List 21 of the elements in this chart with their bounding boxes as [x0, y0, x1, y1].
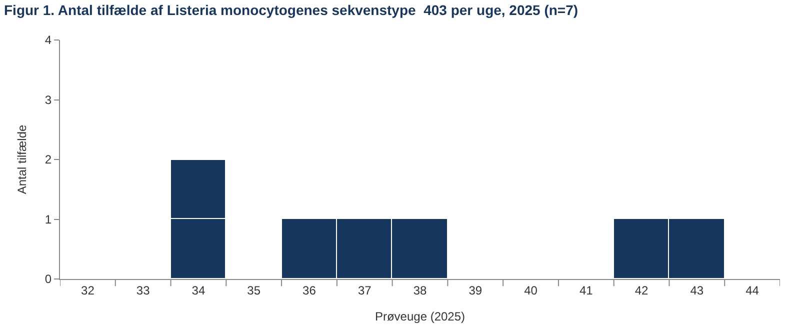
x-tick-label: 42: [634, 283, 649, 298]
x-tick-label: 43: [690, 283, 704, 298]
chart-title: Figur 1. Antal tilfælde af Listeria monocytogenes sekvenstype 403 per uge, 2025 (n=7): [4, 2, 578, 18]
y-tick-label: 1: [44, 212, 52, 226]
x-tick-label: 44: [746, 283, 760, 298]
y-tick-label: 0: [44, 272, 52, 286]
x-tick-label: 37: [358, 283, 372, 298]
x-tick-label: 38: [413, 283, 427, 298]
x-tick-label: 39: [468, 283, 482, 298]
x-tick-label: 32: [81, 283, 95, 298]
x-tick-label: 41: [579, 283, 594, 298]
x-tick-label: 33: [136, 283, 150, 298]
x-axis-title: Prøveuge (2025): [374, 309, 466, 324]
y-axis-title: Antal tilfælde: [15, 124, 30, 194]
x-tick-label: 35: [247, 283, 261, 298]
x-tick-label: 36: [302, 283, 316, 298]
y-tick-label: 4: [44, 33, 52, 48]
y-tick-label: 2: [44, 152, 52, 167]
x-tick-label: 40: [524, 283, 538, 298]
y-tick-label: 3: [44, 92, 52, 107]
x-tick-label: 34: [192, 283, 206, 298]
